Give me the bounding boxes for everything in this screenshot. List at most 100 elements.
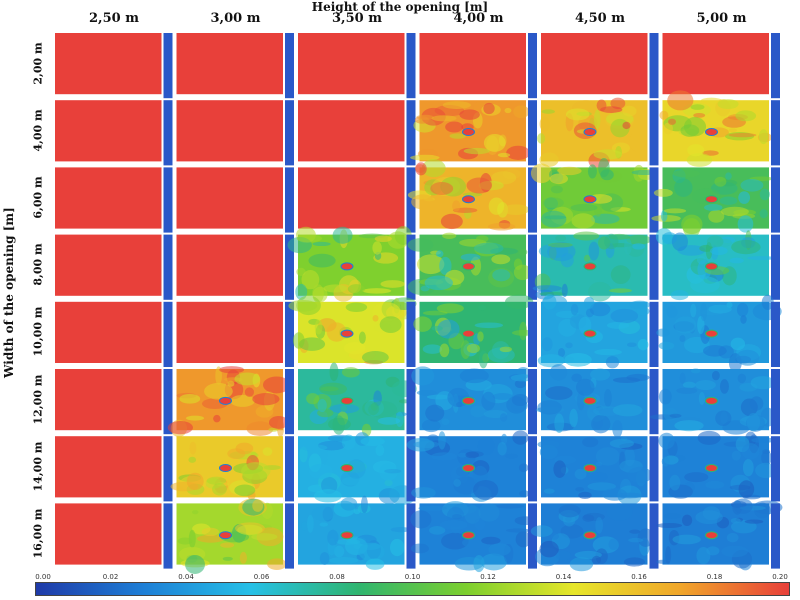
heatmap-texture xyxy=(587,482,617,491)
column-label: 2,50 m xyxy=(89,11,139,26)
heatmap-texture xyxy=(725,172,732,180)
heatmap-texture xyxy=(340,405,348,412)
source-marker xyxy=(583,262,597,271)
heatmap-texture xyxy=(587,164,597,179)
heatmap-panel xyxy=(537,97,659,170)
heatmap-texture xyxy=(690,368,701,374)
heatmap-texture xyxy=(569,557,594,572)
heatmap-texture xyxy=(333,545,345,558)
source-marker xyxy=(704,531,718,540)
heatmap-texture xyxy=(411,487,436,499)
source-marker xyxy=(461,128,475,137)
heatmap-texture xyxy=(626,342,637,347)
heatmap-texture xyxy=(661,456,670,467)
opening-bar xyxy=(406,436,416,502)
heatmap-texture xyxy=(544,215,567,220)
heatmap-texture xyxy=(610,265,631,285)
opening-bar xyxy=(163,436,173,502)
heatmap-cell xyxy=(298,167,405,229)
heatmap-texture xyxy=(478,350,488,369)
heatmap-texture xyxy=(730,337,746,351)
source-marker xyxy=(340,396,354,405)
heatmap-panel xyxy=(298,362,417,437)
opening-bar xyxy=(163,100,173,166)
heatmap-texture xyxy=(439,519,468,530)
heatmap-texture xyxy=(515,531,532,548)
heatmap-texture xyxy=(341,434,356,450)
heatmap-texture xyxy=(442,232,457,239)
heatmap-texture xyxy=(570,304,579,316)
heatmap-texture xyxy=(410,543,429,554)
heatmap-texture xyxy=(629,131,647,152)
opening-bar xyxy=(163,33,173,99)
heatmap-texture xyxy=(179,394,201,404)
heatmap-panel xyxy=(407,159,537,233)
colorbar-tick-label: 0.14 xyxy=(555,573,572,581)
heatmap-texture xyxy=(227,380,235,387)
heatmap-texture xyxy=(473,555,485,573)
heatmap-texture xyxy=(606,503,633,521)
heatmap-texture xyxy=(728,132,757,138)
opening-bar xyxy=(771,369,780,435)
heatmap-texture xyxy=(360,436,385,447)
heatmap-texture xyxy=(539,116,550,132)
heatmap-texture xyxy=(241,462,271,480)
heatmap-texture xyxy=(424,275,453,291)
source-marker xyxy=(704,128,718,137)
heatmap-texture xyxy=(361,351,389,364)
heatmap-panel xyxy=(55,100,173,166)
heatmap-texture xyxy=(488,197,505,215)
heatmap-texture xyxy=(425,404,445,422)
heatmap-panel xyxy=(413,294,537,369)
colorbar-tick-label: 0.04 xyxy=(178,573,194,581)
heatmap-texture xyxy=(626,234,652,245)
source-marker xyxy=(704,195,718,204)
heatmap-texture xyxy=(591,414,611,434)
heatmap-texture xyxy=(731,450,741,461)
heatmap-texture xyxy=(612,404,643,417)
heatmap-texture xyxy=(622,105,637,117)
heatmap-texture xyxy=(578,316,592,335)
heatmap-texture xyxy=(189,441,197,455)
heatmap-texture xyxy=(457,452,468,458)
heatmap-texture xyxy=(666,305,678,318)
heatmap-cell xyxy=(55,301,162,363)
heatmap-texture xyxy=(268,427,279,432)
heatmap-texture xyxy=(375,444,385,456)
heatmap-texture xyxy=(436,250,444,258)
opening-bar xyxy=(528,33,537,99)
heatmap-texture xyxy=(653,188,673,197)
opening-bar xyxy=(771,167,780,233)
heatmap-texture xyxy=(705,480,725,489)
opening-bar xyxy=(285,234,294,300)
source-marker xyxy=(340,262,354,271)
heatmap-texture xyxy=(706,235,724,248)
heatmap-texture xyxy=(353,509,361,515)
heatmap-texture xyxy=(459,109,480,120)
heatmap-texture xyxy=(610,308,639,324)
heatmap-texture xyxy=(300,444,328,451)
heatmap-texture xyxy=(672,534,701,545)
heatmap-texture xyxy=(301,270,320,290)
heatmap-cell xyxy=(176,301,283,363)
heatmap-texture xyxy=(237,524,263,536)
heatmap-panel xyxy=(649,368,780,435)
heatmap-texture xyxy=(751,437,776,443)
heatmap-texture xyxy=(558,504,581,518)
heatmap-panel xyxy=(176,167,294,233)
heatmap-texture xyxy=(222,556,233,561)
opening-bar xyxy=(285,33,294,99)
heatmap-texture xyxy=(667,90,694,111)
column-label: 3,00 m xyxy=(210,11,261,26)
heatmap-texture xyxy=(481,536,501,545)
heatmap-texture xyxy=(268,416,289,429)
heatmap-texture xyxy=(612,420,623,438)
heatmap-texture xyxy=(491,171,517,185)
heatmap-texture xyxy=(747,256,776,261)
heatmap-texture xyxy=(299,446,308,463)
heatmap-texture xyxy=(514,379,526,389)
heatmap-texture xyxy=(441,532,469,550)
heatmap-texture xyxy=(729,257,744,264)
heatmap-texture xyxy=(679,335,686,342)
heatmap-texture xyxy=(575,378,595,396)
